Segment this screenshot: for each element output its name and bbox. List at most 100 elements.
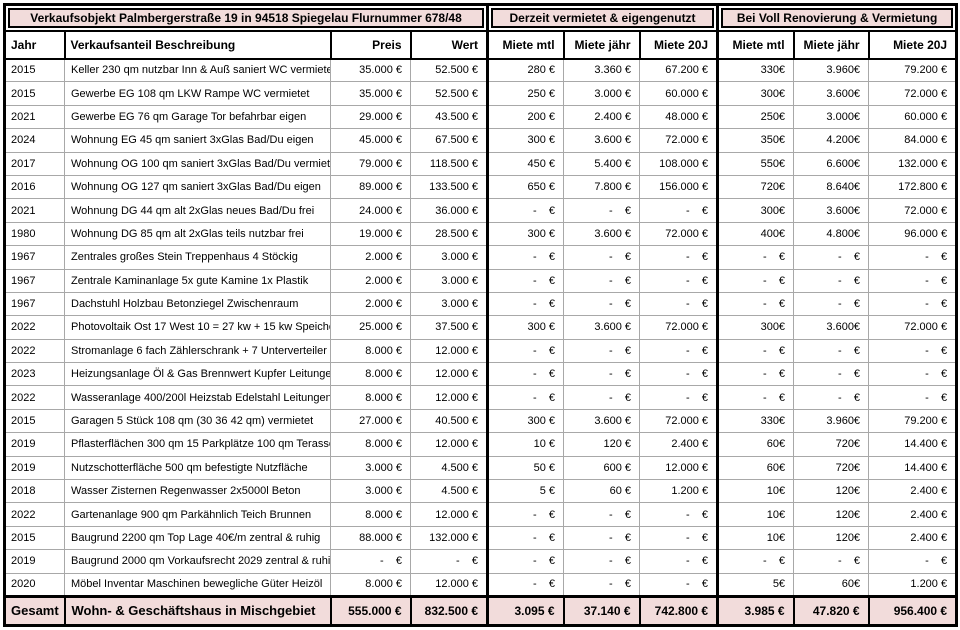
wert-cell: 133.500 € (409, 174, 489, 200)
table-row: 2015 Garagen 5 Stück 108 qm (30 36 42 qm… (4, 408, 958, 434)
miete-mtl-renovated-cell: 10€ (716, 525, 795, 551)
group-header-renovated: Bei Voll Renovierung & Vermietung (721, 8, 954, 28)
wert-cell: 37.500 € (409, 315, 489, 340)
col-header-jahr: Jahr (3, 29, 66, 60)
miete-20j-renovated-cell: 2.400 € (868, 525, 958, 551)
miete-jahr-renovated-cell: 4.800€ (793, 221, 870, 247)
col-header-miete-jahr-renovated: Miete jähr (792, 29, 870, 60)
miete-mtl-current-cell: - € (486, 572, 565, 597)
preis-cell: 88.000 € (330, 525, 411, 551)
wert-cell: 52.500 € (409, 57, 489, 83)
jahr-cell: 2017 (4, 151, 65, 176)
jahr-cell: 2015 (4, 408, 65, 434)
jahr-cell: 2023 (4, 362, 65, 387)
miete-mtl-current-cell: 200 € (486, 104, 565, 130)
miete-mtl-current-cell: - € (486, 338, 565, 364)
wert-cell: 12.000 € (409, 338, 489, 364)
table-row: 2024 Wohnung EG 45 qm saniert 3xGlas Bad… (4, 128, 958, 153)
preis-cell: 35.000 € (330, 81, 411, 106)
jahr-cell: 2022 (4, 502, 65, 527)
table-row: 2015 Gewerbe EG 108 qm LKW Rampe WC verm… (4, 81, 958, 106)
miete-mtl-renovated-cell: 350€ (716, 128, 795, 153)
miete-jahr-renovated-cell: - € (793, 385, 870, 410)
preis-cell: 2.000 € (330, 291, 411, 317)
miete-20j-renovated-cell: 14.400 € (868, 455, 958, 481)
miete-jahr-current-cell: - € (563, 245, 641, 270)
miete-20j-current-cell: - € (639, 549, 719, 574)
beschreibung-cell: Zentrales großes Stein Treppenhaus 4 Stö… (64, 245, 331, 270)
wert-cell: 12.000 € (409, 502, 489, 527)
preis-cell: 35.000 € (330, 57, 411, 83)
jahr-cell: 2021 (4, 104, 65, 130)
miete-mtl-current-cell: 280 € (486, 57, 565, 83)
jahr-cell: 2019 (4, 455, 65, 481)
title-cell-left: Verkaufsobjekt Palmbergerstraße 19 in 94… (4, 4, 488, 31)
miete-20j-renovated-cell: 79.200 € (868, 408, 958, 434)
miete-mtl-current-cell: - € (486, 525, 565, 551)
jahr-cell: 2015 (4, 57, 65, 83)
miete-mtl-current-cell: - € (486, 385, 565, 410)
beschreibung-cell: Wohnung DG 44 qm alt 2xGlas neues Bad/Du… (64, 198, 331, 223)
miete-mtl-renovated-cell: - € (716, 385, 795, 410)
miete-jahr-renovated-cell: 3.000€ (793, 104, 870, 130)
jahr-cell: 2020 (4, 572, 65, 597)
miete-mtl-renovated-cell: - € (716, 362, 795, 387)
miete-mtl-current-cell: 50 € (486, 455, 565, 481)
table-row: 2019 Nutzschotterfläche 500 qm befestigt… (4, 455, 958, 481)
miete-jahr-renovated-cell: 6.600€ (793, 151, 870, 176)
miete-20j-current-cell: - € (639, 198, 719, 223)
miete-mtl-current-cell: 300 € (486, 315, 565, 340)
beschreibung-cell: Photovoltaik Ost 17 West 10 = 27 kw + 15… (64, 315, 331, 340)
beschreibung-cell: Wasser Zisternen Regenwasser 2x5000l Bet… (64, 479, 331, 504)
total-wert-cell: 832.500 € (409, 594, 489, 627)
miete-20j-current-cell: 2.400 € (639, 432, 719, 457)
table-row: 1980 Wohnung DG 85 qm alt 2xGlas teils n… (4, 221, 958, 247)
jahr-cell: 2024 (4, 128, 65, 153)
miete-jahr-current-cell: 600 € (563, 455, 641, 481)
miete-20j-renovated-cell: 84.000 € (868, 128, 958, 153)
miete-jahr-renovated-cell: 3.600€ (793, 81, 870, 106)
miete-mtl-renovated-cell: 250€ (716, 104, 795, 130)
miete-mtl-renovated-cell: - € (716, 245, 795, 270)
miete-20j-renovated-cell: - € (868, 338, 958, 364)
col-header-wert: Wert (409, 29, 489, 60)
miete-jahr-renovated-cell: 720€ (793, 455, 870, 481)
miete-mtl-renovated-cell: 330€ (716, 408, 795, 434)
total-miete-jahr-current-cell: 37.140 € (562, 594, 641, 627)
miete-jahr-current-cell: 60 € (563, 479, 641, 504)
miete-jahr-current-cell: 2.400 € (563, 104, 641, 130)
preis-cell: - € (330, 549, 411, 574)
miete-20j-current-cell: - € (639, 572, 719, 597)
total-miete-jahr-renovated-cell: 47.820 € (792, 594, 870, 627)
miete-mtl-current-cell: - € (486, 198, 565, 223)
miete-20j-renovated-cell: 79.200 € (868, 57, 958, 83)
col-header-miete-mtl-renovated: Miete mtl (716, 29, 795, 60)
preis-cell: 8.000 € (330, 385, 411, 410)
miete-20j-current-cell: 1.200 € (639, 479, 719, 504)
miete-mtl-renovated-cell: 550€ (716, 151, 795, 176)
miete-jahr-current-cell: - € (563, 338, 641, 364)
table-row: 2017 Wohnung OG 100 qm saniert 3xGlas Ba… (4, 151, 958, 176)
miete-20j-current-cell: 72.000 € (639, 128, 719, 153)
miete-20j-renovated-cell: 96.000 € (868, 221, 958, 247)
wert-cell: 3.000 € (409, 245, 489, 270)
miete-jahr-current-cell: - € (563, 268, 641, 293)
miete-mtl-current-cell: 5 € (486, 479, 565, 504)
beschreibung-cell: Stromanlage 6 fach Zählerschrank + 7 Unt… (64, 338, 331, 364)
beschreibung-cell: Gartenanlage 900 qm Parkähnlich Teich Br… (64, 502, 331, 527)
miete-mtl-renovated-cell: - € (716, 291, 795, 317)
beschreibung-cell: Wohnung EG 45 qm saniert 3xGlas Bad/Du e… (64, 128, 331, 153)
table-title: Verkaufsobjekt Palmbergerstraße 19 in 94… (8, 8, 485, 28)
miete-mtl-current-cell: - € (486, 291, 565, 317)
col-header-preis: Preis (329, 29, 412, 60)
preis-cell: 8.000 € (330, 338, 411, 364)
wert-cell: 43.500 € (409, 104, 489, 130)
beschreibung-cell: Wohnung OG 127 qm saniert 3xGlas Bad/Du … (64, 174, 331, 200)
miete-20j-renovated-cell: 14.400 € (868, 432, 958, 457)
wert-cell: 12.000 € (409, 572, 489, 597)
miete-mtl-renovated-cell: 5€ (716, 572, 795, 597)
table-row: 1967 Zentrales großes Stein Treppenhaus … (4, 245, 958, 270)
preis-cell: 2.000 € (330, 268, 411, 293)
beschreibung-cell: Wohnung OG 100 qm saniert 3xGlas Bad/Du … (64, 151, 331, 176)
wert-cell: 12.000 € (409, 432, 489, 457)
